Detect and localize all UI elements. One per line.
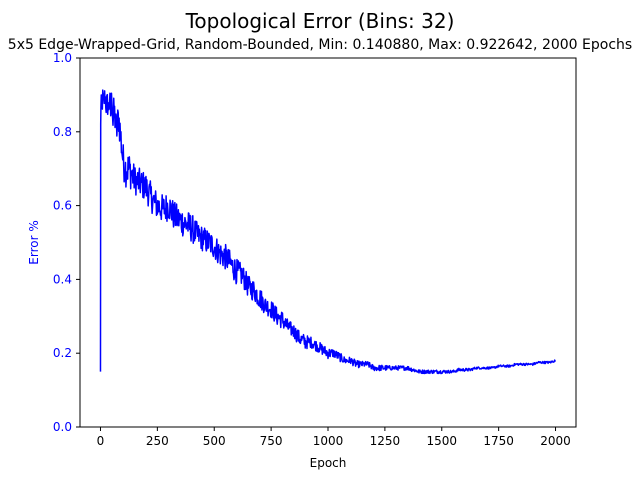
y-tick-label: 0.4 [53, 272, 72, 286]
y-axis-ticks: 0.0 0.2 0.4 0.6 0.8 1.0 [53, 51, 80, 434]
x-tick-label: 1750 [483, 434, 514, 448]
chart-title: Topological Error (Bins: 32) [185, 9, 455, 33]
y-axis-label: Error % [27, 220, 41, 264]
y-tick-label: 0.6 [53, 199, 72, 213]
x-tick-label: 750 [260, 434, 283, 448]
x-tick-label: 1250 [370, 434, 401, 448]
x-tick-label: 1000 [313, 434, 344, 448]
x-tick-label: 250 [146, 434, 169, 448]
data-layer [99, 89, 557, 375]
y-tick-label: 1.0 [53, 51, 72, 65]
x-tick-label: 1500 [426, 434, 457, 448]
x-tick-label: 0 [97, 434, 105, 448]
x-tick-label: 500 [203, 434, 226, 448]
x-tick-label: 2000 [540, 434, 571, 448]
y-tick-label: 0.8 [53, 125, 72, 139]
chart-subtitle: 5x5 Edge-Wrapped-Grid, Random-Bounded, M… [8, 37, 632, 53]
y-tick-label: 0.0 [53, 420, 72, 434]
x-axis-ticks: 0 250 500 750 1000 1250 1500 1750 2000 [97, 427, 571, 448]
series-line [99, 89, 557, 375]
x-axis-label: Epoch [310, 456, 347, 470]
y-tick-label: 0.2 [53, 346, 72, 360]
